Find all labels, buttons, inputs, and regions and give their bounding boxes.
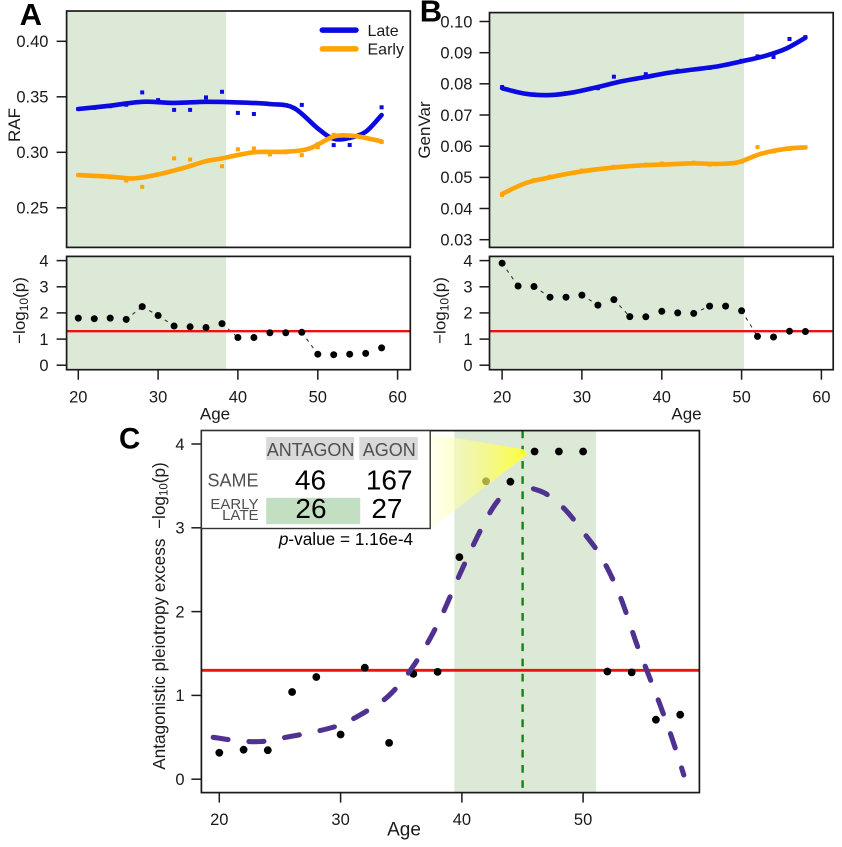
svg-text:40: 40 [229,388,247,406]
svg-text:0.10: 0.10 [440,13,472,31]
svg-text:30: 30 [573,388,591,406]
svg-text:3: 3 [175,520,184,538]
svg-text:ANTAGON: ANTAGON [267,440,355,460]
svg-text:0.03: 0.03 [440,232,472,250]
svg-text:3: 3 [39,279,48,297]
svg-text:2: 2 [175,603,184,621]
svg-text:27: 27 [371,493,402,524]
svg-text:AGON: AGON [363,440,416,460]
svg-text:0: 0 [463,357,472,375]
svg-text:4: 4 [175,436,184,454]
svg-text:0.07: 0.07 [440,107,472,125]
svg-text:30: 30 [149,388,167,406]
svg-text:0.35: 0.35 [16,89,48,107]
svg-text:1: 1 [39,331,48,349]
svg-text:SAME: SAME [207,471,258,491]
svg-text:−log10(p): −log10(p) [431,277,452,344]
svg-text:RAF: RAF [5,108,24,142]
svg-text:0.25: 0.25 [16,200,48,218]
svg-text:0.30: 0.30 [16,144,48,162]
svg-text:−log10(p): −log10(p) [10,277,31,344]
svg-text:3: 3 [463,279,472,297]
svg-text:4: 4 [39,252,48,270]
svg-text:Age: Age [671,405,701,424]
svg-text:26: 26 [295,493,326,524]
svg-text:60: 60 [812,388,830,406]
svg-text:0.04: 0.04 [440,200,472,218]
svg-text:0: 0 [175,771,184,789]
svg-text:60: 60 [388,388,406,406]
svg-text:167: 167 [366,464,413,495]
svg-text:2: 2 [463,305,472,323]
svg-text:Antagonistic pleiotropy excess: Antagonistic pleiotropy excess −log10(p) [149,462,171,770]
svg-text:C: C [119,423,140,456]
svg-text:B: B [420,0,442,29]
svg-text:40: 40 [453,811,471,829]
svg-text:40: 40 [653,388,671,406]
svg-text:1: 1 [463,331,472,349]
svg-text:GenVar: GenVar [415,101,434,159]
svg-text:Early: Early [368,42,404,59]
svg-text:LATE: LATE [222,507,258,524]
svg-text:2: 2 [39,305,48,323]
svg-text:A: A [20,0,42,32]
svg-text:4: 4 [463,252,472,270]
svg-text:0.08: 0.08 [440,76,472,94]
svg-text:EARLY: EARLY [210,496,258,513]
svg-text:50: 50 [309,388,327,406]
svg-text:20: 20 [69,388,87,406]
svg-text:20: 20 [493,388,511,406]
svg-text:Late: Late [368,23,399,40]
svg-text:0.09: 0.09 [440,45,472,63]
svg-text:0.06: 0.06 [440,138,472,156]
svg-text:50: 50 [732,388,750,406]
svg-text:20: 20 [210,811,228,829]
svg-text:1: 1 [175,687,184,705]
svg-text:0: 0 [39,357,48,375]
svg-text:50: 50 [574,811,592,829]
svg-text:46: 46 [295,464,326,495]
svg-text:Age: Age [387,820,421,841]
svg-text:30: 30 [331,811,349,829]
svg-text:Age: Age [200,405,230,424]
svg-text:0.40: 0.40 [16,33,48,51]
svg-text:p-value = 1.16e-4: p-value = 1.16e-4 [278,529,414,549]
svg-text:0.05: 0.05 [440,169,472,187]
